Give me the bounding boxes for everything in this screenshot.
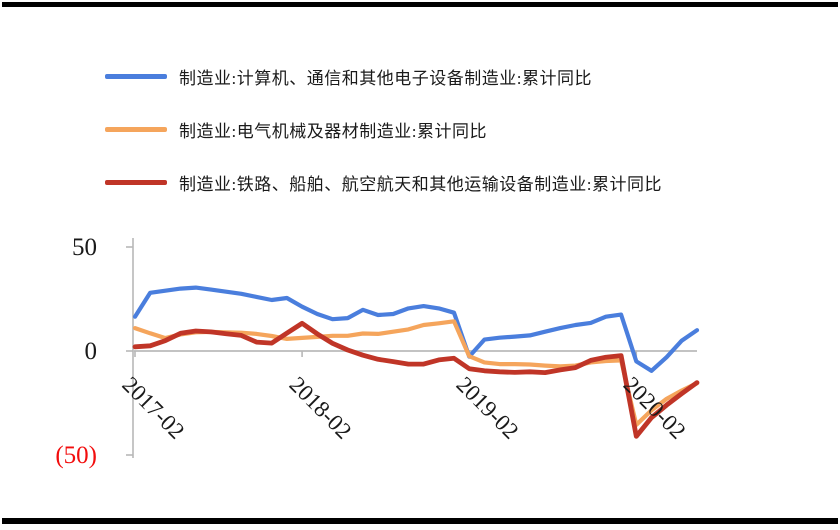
chart-legend: 制造业:计算机、通信和其他电子设备制造业:累计同比 制造业:电气机械及器材制造业… bbox=[105, 66, 662, 225]
y-tick-label: 50 bbox=[72, 234, 97, 261]
series-line-1 bbox=[132, 319, 700, 427]
x-axis-tick-labels: 2017-02 2018-02 2019-02 2020-02 bbox=[117, 372, 690, 444]
x-tick-label: 2018-02 bbox=[285, 372, 357, 444]
legend-label-transport-equipment: 制造业:铁路、船舶、航空航天和其他运输设备制造业:累计同比 bbox=[179, 174, 662, 194]
y-axis-tick-labels: 50 0 (50) bbox=[55, 234, 97, 469]
top-border-bar bbox=[2, 2, 838, 7]
chart-axes bbox=[126, 238, 697, 458]
series-line-0 bbox=[132, 285, 700, 373]
legend-item-transport-equipment: 制造业:铁路、船舶、航空航天和其他运输设备制造业:累计同比 bbox=[105, 172, 662, 194]
legend-label-electrical-machinery: 制造业:电气机械及器材制造业:累计同比 bbox=[179, 121, 487, 141]
y-tick-label: 0 bbox=[85, 338, 98, 365]
legend-line-swatch-red bbox=[105, 179, 167, 185]
series-line-2 bbox=[132, 320, 700, 439]
legend-item-electrical-machinery: 制造业:电气机械及器材制造业:累计同比 bbox=[105, 119, 662, 141]
legend-item-electronics: 制造业:计算机、通信和其他电子设备制造业:累计同比 bbox=[105, 66, 662, 88]
x-tick-label: 2019-02 bbox=[452, 372, 524, 444]
legend-line-swatch-blue bbox=[105, 73, 167, 79]
legend-label-electronics: 制造业:计算机、通信和其他电子设备制造业:累计同比 bbox=[179, 68, 592, 88]
legend-line-swatch-orange bbox=[105, 126, 167, 132]
bottom-border-bar bbox=[2, 518, 838, 524]
y-tick-label: (50) bbox=[55, 442, 97, 469]
x-tick-label: 2017-02 bbox=[117, 372, 189, 444]
chart-series-lines bbox=[132, 285, 700, 439]
